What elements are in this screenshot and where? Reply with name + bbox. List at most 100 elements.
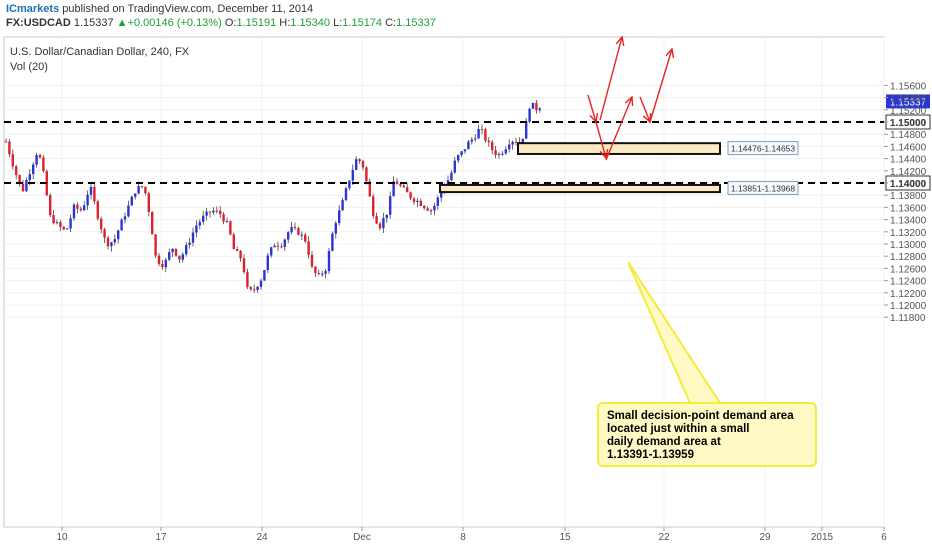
candle-up xyxy=(321,273,324,275)
candle-down xyxy=(76,204,79,209)
candle-down xyxy=(402,185,405,188)
candle-down xyxy=(154,234,157,256)
candle-up xyxy=(137,186,140,194)
low-value: 1.15174 xyxy=(342,17,383,29)
candle-down xyxy=(378,223,382,229)
candle-up xyxy=(300,234,303,236)
brand-link[interactable]: ICmarkets xyxy=(6,3,60,15)
candle-up xyxy=(531,102,535,109)
annotation-line: daily demand area at xyxy=(607,436,721,448)
annotation-line: located just within a small xyxy=(607,423,750,435)
candle-up xyxy=(338,210,341,224)
candle-up xyxy=(202,215,205,222)
candle-up xyxy=(477,129,480,139)
annotation-line: 1.13391-1.13959 xyxy=(607,449,694,461)
y-tick-label: 1.15400 xyxy=(890,94,927,105)
candle-down xyxy=(229,221,232,235)
scenario-arrow-line xyxy=(639,96,651,123)
candle-up xyxy=(324,271,327,274)
candle-down xyxy=(368,181,371,197)
x-tick-label: 2015 xyxy=(811,532,834,543)
close-label: C: xyxy=(385,17,397,29)
scenario-arrow-line xyxy=(595,121,607,159)
candle-up xyxy=(508,144,511,150)
candle-down xyxy=(484,129,487,141)
candle-up xyxy=(120,219,123,231)
y-tick-label: 1.13000 xyxy=(890,240,927,251)
y-tick-label: 1.15200 xyxy=(890,106,927,117)
candle-down xyxy=(59,222,62,227)
candle-down xyxy=(239,250,242,259)
candle-down xyxy=(409,192,412,199)
candle-down xyxy=(423,205,426,209)
candle-up xyxy=(130,196,133,206)
candle-down xyxy=(49,195,52,216)
x-tick-label: 24 xyxy=(256,532,268,543)
published-text: published on TradingView.com, December 1… xyxy=(59,3,314,15)
low-label: L: xyxy=(333,17,343,29)
candle-up xyxy=(123,216,127,220)
candle-down xyxy=(21,183,25,192)
candle-up xyxy=(171,248,174,253)
candle-down xyxy=(62,226,65,230)
candle-down xyxy=(480,129,484,131)
candle-down xyxy=(100,218,103,230)
candle-up xyxy=(433,205,436,211)
candle-up xyxy=(457,154,460,161)
current-price-label: 1.15337 xyxy=(890,97,927,108)
price-chart[interactable]: 1.15000 1.14000 1.15337 1.14476-1.14653 1.1… xyxy=(0,32,932,550)
last-price: 1.15337 xyxy=(73,17,114,29)
candle-up xyxy=(504,149,507,154)
candle-down xyxy=(304,234,307,242)
candle-up xyxy=(25,180,28,192)
candle-up xyxy=(290,227,293,233)
candle-up xyxy=(453,160,456,173)
candle-down xyxy=(249,286,252,290)
candle-down xyxy=(178,255,181,260)
candle-down xyxy=(276,245,280,247)
candle-down xyxy=(219,210,222,215)
change-value: +0.00146 (+0.13%) xyxy=(127,17,222,29)
candle-up xyxy=(344,188,348,201)
quote-line: FX:USDCAD 1.15337 ▲+0.00146 (+0.13%) O:1… xyxy=(6,16,436,30)
candle-up xyxy=(55,222,59,224)
x-tick-label: 10 xyxy=(56,532,68,543)
candle-down xyxy=(38,155,42,158)
demand-zone[interactable] xyxy=(517,142,721,155)
y-tick-label: 1.15600 xyxy=(890,81,927,92)
candle-down xyxy=(242,258,246,273)
candle-up xyxy=(501,153,504,155)
x-tick-label: 6 xyxy=(881,532,887,543)
annotation-box[interactable] xyxy=(597,402,817,467)
candle-down xyxy=(140,186,144,188)
y-tick-label: 1.13200 xyxy=(890,228,927,239)
y-tick-label: 1.13600 xyxy=(890,203,927,214)
level-price-label: 1.14000 xyxy=(890,179,927,190)
candle-up xyxy=(538,108,541,111)
candle-up xyxy=(69,218,72,229)
candle-down xyxy=(144,186,147,194)
x-tick-label: 17 xyxy=(155,532,167,543)
symbol-label[interactable]: FX:USDCAD xyxy=(6,17,71,29)
y-tick-label: 1.12400 xyxy=(890,277,927,288)
candle-down xyxy=(307,241,310,255)
candle-down xyxy=(406,187,409,193)
candle-down xyxy=(491,142,494,151)
candle-down xyxy=(79,208,82,211)
candle-down xyxy=(103,229,106,238)
candle-up xyxy=(334,223,337,234)
y-tick-label: 1.15000 xyxy=(890,118,927,129)
candle-down xyxy=(18,175,21,184)
open-label: O: xyxy=(224,17,237,29)
x-tick-label: 8 xyxy=(460,532,466,543)
candle-down xyxy=(399,184,402,186)
candle-up xyxy=(168,252,171,260)
demand-zone[interactable] xyxy=(439,183,721,194)
candle-down xyxy=(375,215,378,224)
candle-up xyxy=(266,255,269,271)
y-tick-label: 1.14600 xyxy=(890,142,927,153)
candle-down xyxy=(11,154,14,167)
arrow-head-icon xyxy=(599,149,609,160)
chart-header: ICmarkets published on TradingView.com, … xyxy=(0,0,932,30)
candle-down xyxy=(395,181,399,185)
